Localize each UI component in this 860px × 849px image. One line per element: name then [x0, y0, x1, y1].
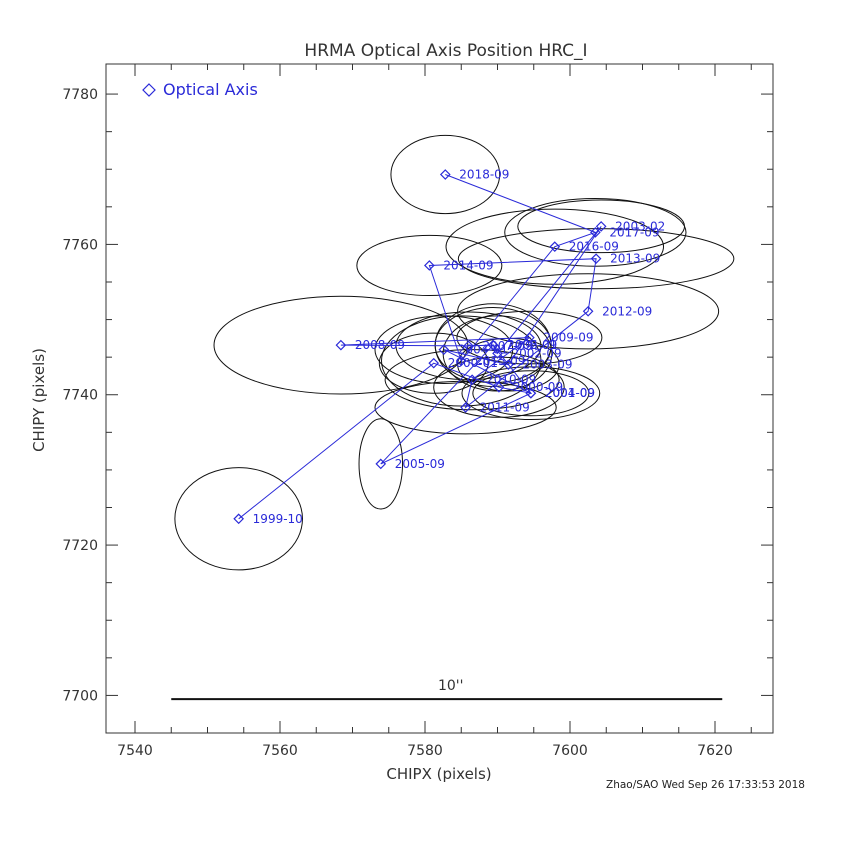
- error-ellipse-2012-09: [457, 273, 720, 350]
- point-marker-1999-10: [233, 513, 245, 525]
- error-ellipse-2000-01: [378, 332, 489, 394]
- error-ellipse-2011-09: [374, 380, 557, 435]
- point-label-2008-09: 2008-09: [355, 338, 405, 352]
- point-label-2007-09: 2007-09: [483, 339, 533, 353]
- legend-diamond-icon: [142, 83, 156, 97]
- y-tick-label-7700: 7700: [62, 688, 98, 704]
- error-ellipse-2008-09: [213, 295, 469, 395]
- point-label-2004-09: 2004-09: [545, 386, 595, 400]
- point-label-1999-10: 1999-10: [253, 512, 303, 526]
- point-marker-2012-09: [582, 305, 594, 317]
- point-label-2011-09: 2011-09: [480, 401, 530, 415]
- error-ellipse-2009-09: [456, 310, 603, 365]
- x-tick-label-7560: 7560: [262, 743, 298, 759]
- point-label-2002-01: 2002-01: [507, 338, 557, 352]
- point-label-2016-09: 2016-09: [569, 240, 619, 254]
- error-ellipse-2014-09: [356, 234, 503, 297]
- point-marker-2014-09: [424, 260, 435, 271]
- error-ellipses: [174, 134, 735, 571]
- x-tick-label-7580: 7580: [407, 743, 443, 759]
- x-axis-ticks: 7540 7560 7580 7600 7620: [117, 64, 752, 759]
- error-ellipse-2018-09: [390, 134, 501, 215]
- y-axis-ticks: 7700 7720 7740 7760 7780: [62, 87, 773, 734]
- x-tick-label-7600: 7600: [552, 743, 588, 759]
- error-ellipse-2016-09: [445, 208, 665, 285]
- point-label-2004-01: 2004-01: [458, 343, 508, 357]
- data-points: [233, 169, 607, 525]
- point-marker-2017-09: [590, 227, 601, 238]
- chart-title: HRMA Optical Axis Position HRC_I: [304, 41, 587, 61]
- point-label-2018-09: 2018-09: [459, 167, 509, 181]
- point-label-2000-09: 2000-09: [513, 380, 563, 394]
- plot-frame: [105, 63, 774, 734]
- point-label-2000-01: 2000-01: [448, 356, 498, 370]
- point-label-2014-09: 2014-09: [443, 258, 493, 272]
- point-label-2013-09: 2013-09: [610, 252, 660, 266]
- point-label-2009-09: 2009-09: [543, 331, 593, 345]
- point-label-2003-09: 2003-09: [522, 358, 572, 372]
- error-ellipse-2004-09: [461, 366, 601, 421]
- y-tick-label-7740: 7740: [62, 388, 98, 404]
- point-marker-2018-09: [439, 169, 451, 180]
- point-marker-2002-09: [492, 348, 503, 359]
- point-marker-2008-09: [335, 339, 347, 351]
- scale-bar: 10'': [171, 678, 723, 701]
- point-label-2005-09: 2005-09: [395, 457, 445, 471]
- error-ellipse-1999-10: [174, 467, 303, 571]
- error-ellipse-2005-09: [358, 418, 404, 510]
- point-marker-2009-09: [524, 332, 535, 343]
- point-label-2015-09: 2015-09: [475, 354, 525, 368]
- legend: Optical Axis: [142, 80, 258, 99]
- point-marker-2003-09: [503, 359, 514, 371]
- x-axis-label: CHIPX (pixels): [386, 765, 491, 783]
- point-label-2006-09: 2006-09: [507, 338, 557, 352]
- point-marker-2004-09: [525, 387, 537, 399]
- point-label-2003-02: 2003-02: [615, 219, 665, 233]
- x-tick-label-7620: 7620: [697, 743, 733, 759]
- scale-bar-label: 10'': [438, 678, 464, 694]
- series-line: [238, 174, 602, 520]
- point-label-2002-09: 2002-09: [512, 346, 562, 360]
- error-ellipse-2010-09: [384, 349, 560, 411]
- point-marker-2005-09: [375, 458, 387, 470]
- point-marker-2013-09: [590, 253, 602, 265]
- point-label-2010-09: 2010-09: [486, 373, 536, 387]
- legend-label: Optical Axis: [163, 80, 258, 99]
- point-marker-2007-09: [463, 340, 474, 352]
- x-tick-label-7540: 7540: [117, 743, 153, 759]
- y-tick-label-7780: 7780: [62, 87, 98, 103]
- optical-axis-path: [238, 174, 602, 520]
- point-marker-2006-09: [487, 339, 499, 351]
- y-tick-label-7720: 7720: [62, 538, 98, 554]
- point-marker-2000-09: [493, 381, 505, 393]
- point-marker-2004-01: [438, 344, 450, 355]
- point-marker-2016-09: [549, 241, 561, 253]
- point-marker-2015-09: [455, 355, 467, 367]
- footer-timestamp: Zhao/SAO Wed Sep 26 17:33:53 2018: [606, 779, 805, 791]
- point-marker-2010-09: [466, 374, 478, 386]
- error-ellipse-2001-09: [472, 370, 590, 417]
- point-label-2012-09: 2012-09: [602, 304, 652, 318]
- y-tick-label-7760: 7760: [62, 237, 98, 253]
- point-label-2001-09: 2001-09: [545, 386, 595, 400]
- point-marker-2011-09: [460, 402, 471, 413]
- error-ellipse-2015-09: [381, 315, 542, 407]
- point-marker-2000-01: [428, 357, 440, 369]
- point-marker-2003-02: [595, 221, 607, 232]
- y-axis-label: CHIPY (pixels): [30, 348, 48, 452]
- point-label-2017-09: 2017-09: [609, 225, 659, 239]
